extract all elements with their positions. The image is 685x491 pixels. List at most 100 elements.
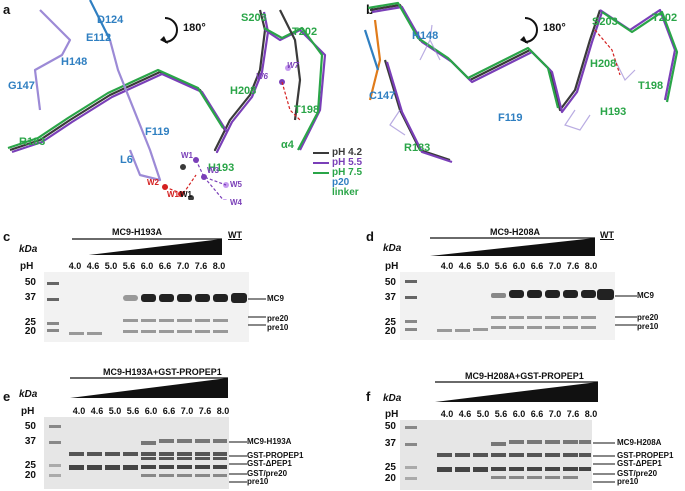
backbone-p20 xyxy=(108,39,162,182)
water-w3: W3 xyxy=(207,166,219,175)
lane-label: 8.0 xyxy=(584,261,598,271)
panel-a-structure xyxy=(7,0,327,200)
panel-d-band-mc9: MC9 xyxy=(637,291,654,300)
panel-e: e MC9-H193A+GST-PROPEP1 kDa pH 4.0 4.6 5… xyxy=(0,365,330,491)
panel-e-title: MC9-H193A+GST-PROPEP1 xyxy=(103,367,222,377)
panel-c-arrows xyxy=(248,298,266,326)
marker-20: 20 xyxy=(24,470,36,481)
panel-f-title: MC9-H208A+GST-PROPEP1 xyxy=(465,371,584,381)
lane-label: 7.6 xyxy=(194,261,208,271)
panel-e-kda: kDa xyxy=(19,389,38,400)
panel-c-ph: pH xyxy=(20,261,34,272)
panel-e-letter: e xyxy=(3,389,11,404)
panel-c-band-mc9: MC9 xyxy=(267,294,284,303)
marker-20: 20 xyxy=(384,473,396,484)
panel-c-title: MC9-H193A xyxy=(112,227,163,237)
lane-label: 8.0 xyxy=(584,409,598,419)
panel-d-band-pre10: pre10 xyxy=(637,322,659,331)
panel-f-band-gst-pre20: GST/pre20 xyxy=(617,469,658,478)
legend-item-p20: p20 xyxy=(332,177,350,188)
panel-f-wedge xyxy=(435,381,598,402)
lane-label: 5.0 xyxy=(104,261,118,271)
panel-e-gel xyxy=(44,417,229,489)
marker-20: 20 xyxy=(384,326,396,337)
lane-label: 7.6 xyxy=(198,406,212,416)
b-residue-h148: H148 xyxy=(412,30,439,42)
residue-t198: T198 xyxy=(294,104,320,116)
lane-label: 8.0 xyxy=(212,261,226,271)
panel-d-kda: kDa xyxy=(383,243,402,254)
panel-c-lane-labels: 4.0 4.6 5.0 5.6 6.0 6.6 7.0 7.6 8.0 xyxy=(66,261,232,271)
panel-d-lane-labels: 4.0 4.6 5.0 5.6 6.0 6.6 7.0 7.6 8.0 xyxy=(438,261,608,271)
lane-label: 7.0 xyxy=(548,261,562,271)
lane-label: 5.0 xyxy=(476,409,490,419)
residue-t202: T202 xyxy=(292,26,318,38)
panel-e-lane-labels: 4.0 4.6 5.0 5.6 6.0 6.6 7.0 7.6 8.0 xyxy=(70,406,232,416)
marker-50: 50 xyxy=(24,277,36,288)
residue-l6: L6 xyxy=(120,154,133,166)
panel-d-title: MC9-H208A xyxy=(490,227,541,237)
panel-b-rotation: 180° xyxy=(543,22,566,34)
b-residue-r183: R183 xyxy=(404,142,431,154)
panel-d-letter: d xyxy=(366,229,374,244)
residue-w6: W6 xyxy=(256,72,268,81)
panel-e-band-mc9h193a: MC9-H193A xyxy=(247,437,292,446)
panel-d-wt: WT xyxy=(600,230,614,240)
legend-item-ph42: pH 4.2 xyxy=(313,148,362,158)
water-w2: W2 xyxy=(147,178,159,187)
water-w1-purple: W1 xyxy=(181,151,193,160)
residue-g147: G147 xyxy=(8,80,35,92)
marker-37: 37 xyxy=(24,436,36,447)
panel-f-band-gst-propep1: GST-PROPEP1 xyxy=(617,451,674,460)
panel-f-band-pre10: pre10 xyxy=(617,477,639,486)
residue-h148: H148 xyxy=(61,56,88,68)
b-residue-f119: F119 xyxy=(498,112,523,124)
panel-d-ph: pH xyxy=(385,261,399,272)
b-residue-t202: T202 xyxy=(652,12,678,24)
lane-label: 5.6 xyxy=(126,406,140,416)
lane-label: 6.0 xyxy=(512,261,526,271)
panel-f-lane-labels: 4.0 4.6 5.0 5.6 6.0 6.6 7.0 7.6 8.0 xyxy=(438,409,603,419)
water-w1-red: W1 xyxy=(167,190,179,199)
lane-label: 5.6 xyxy=(494,409,508,419)
b-residue-c147: C147 xyxy=(369,90,396,102)
water-w5: W5 xyxy=(230,180,242,189)
legend-item-ph55: pH 5.5 xyxy=(313,158,362,168)
b-residue-h208: H208 xyxy=(590,58,617,70)
lane-label: 8.0 xyxy=(216,406,230,416)
lane-label: 6.0 xyxy=(144,406,158,416)
panel-f-kda: kDa xyxy=(383,393,402,404)
panel-b: b 180° H148 C147 R183 F119 S203 T202 H20… xyxy=(360,0,685,200)
residue-f119: F119 xyxy=(145,126,170,138)
lane-label: 4.0 xyxy=(440,261,454,271)
panel-e-band-pre10: pre10 xyxy=(247,477,269,486)
panel-e-band-gst-pre20: GST/pre20 xyxy=(247,469,288,478)
panel-d-gel xyxy=(400,272,615,340)
marker-50: 50 xyxy=(24,421,36,432)
marker-50: 50 xyxy=(384,277,396,288)
panel-c-gel xyxy=(44,272,249,342)
panel-a: a xyxy=(0,0,370,207)
backbone-p20-b xyxy=(33,9,72,111)
panel-c-kda: kDa xyxy=(19,244,38,255)
lane-label: 6.0 xyxy=(140,261,154,271)
panel-c-band-pre10: pre10 xyxy=(267,323,289,332)
marker-37: 37 xyxy=(384,438,396,449)
residue-a4: α4 xyxy=(281,139,294,151)
residue-h193: H193 xyxy=(208,162,235,174)
lane-label: 4.0 xyxy=(440,409,454,419)
backbone-linker xyxy=(7,68,224,150)
residue-s203: S203 xyxy=(241,12,267,24)
legend-item-linker: linker xyxy=(332,187,359,198)
marker-25: 25 xyxy=(384,317,396,328)
panel-f-band-mc9h208a: MC9-H208A xyxy=(617,438,662,447)
panel-a-rotation: 180° xyxy=(183,22,206,34)
lane-label: 5.0 xyxy=(476,261,490,271)
lane-label: 6.6 xyxy=(530,409,544,419)
lane-label: 7.6 xyxy=(566,409,580,419)
marker-25: 25 xyxy=(384,462,396,473)
lane-label: 5.6 xyxy=(122,261,136,271)
panel-c-wt: WT xyxy=(228,230,242,240)
lane-label: 4.6 xyxy=(90,406,104,416)
b-residue-h193: H193 xyxy=(600,106,627,118)
